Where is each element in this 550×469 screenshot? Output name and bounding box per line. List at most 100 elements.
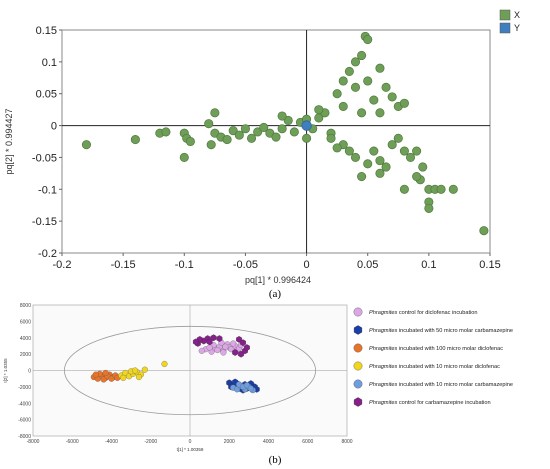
x-tick-label-b: 2000 (224, 439, 235, 445)
legend-label-b: Phragmites incubated with 10 micro molar… (369, 364, 500, 370)
x-tick-label-a: 0.15 (479, 259, 500, 271)
data-point-series-4 (247, 385, 254, 392)
data-point-series-5 (232, 349, 239, 356)
data-point-x (222, 135, 232, 145)
legend-label-rest: incubated with 50 micro molar carbamazep… (397, 328, 513, 334)
data-point-x (369, 95, 379, 105)
data-point-x (81, 140, 92, 150)
data-point-series-5 (192, 338, 199, 346)
data-point-x (418, 162, 428, 172)
x-tick-label-a: -0.1 (175, 259, 194, 271)
x-tick-label-b: -8000 (27, 439, 40, 445)
legend-marker-b (353, 307, 363, 317)
data-point-x (204, 119, 214, 129)
x-tick-label-a: 0 (304, 259, 310, 271)
data-point-x (350, 82, 361, 92)
data-point-series-3 (141, 366, 148, 373)
data-point-x (240, 124, 250, 134)
legend-label-italic: Phragmites (369, 400, 397, 406)
legend-label-italic: Phragmites (369, 346, 397, 352)
y-tick-label-a: 0 (51, 121, 57, 133)
y-tick-label-b: 4000 (20, 336, 31, 342)
legend-label-italic: Phragmites (369, 382, 397, 388)
data-point-x (179, 152, 189, 162)
data-point-x (350, 57, 361, 67)
y-axis-label-b: t[2] * 1.0355 (3, 358, 8, 383)
panel-a-scatter-plot: -0.2 -0.15 -0.1 -0.05 0 0.05 0.1 0.15 0.15 0.1 0.0… (4, 9, 520, 300)
data-point-x (399, 146, 409, 156)
data-point-x (228, 126, 238, 136)
data-point-x (332, 143, 342, 153)
y-tick-label-a: -0.2 (38, 248, 57, 260)
legend-label-rest: control for carbamazepine incubation (397, 400, 490, 406)
data-point-series-5 (210, 334, 217, 342)
y-tick-label-a: -0.1 (38, 184, 57, 196)
x-tick-label-a: 0.1 (421, 259, 436, 271)
data-point-x (436, 184, 446, 194)
legend-marker-b (353, 325, 363, 335)
data-point-series-0 (206, 344, 213, 351)
y-tick-label-b: -2000 (18, 385, 31, 391)
legend-marker-b (353, 343, 363, 353)
data-point-series-2 (92, 371, 99, 378)
y-tick-label-b: -8000 (18, 434, 31, 440)
data-point-x (363, 35, 373, 45)
data-point-x (357, 171, 367, 182)
data-point-x (357, 50, 367, 61)
panel-b-score-plot: -8000 -6000 -4000 -2000 0 2000 4000 6000 8000 800… (3, 303, 513, 466)
confidence-ellipse (64, 325, 316, 416)
data-point-x (375, 168, 385, 178)
x-tick-label-a: 0.05 (357, 259, 378, 271)
data-point-series-0 (198, 347, 205, 354)
legend-label-rest: incubated with 10 micro molar carbamazep… (397, 382, 513, 388)
legend-label-b: Phragmites incubated with 50 micro molar… (369, 328, 513, 334)
data-point-x (393, 133, 403, 143)
data-point-x (357, 108, 367, 118)
data-point-x (271, 132, 281, 142)
legend-label-italic: Phragmites (369, 310, 397, 316)
data-point-x (381, 82, 391, 92)
x-tick-label-a: -0.15 (111, 259, 136, 271)
data-point-series-3 (135, 373, 143, 381)
data-point-x (381, 162, 391, 172)
data-point-x (246, 133, 257, 143)
y-tick-label-b: 2000 (20, 352, 31, 358)
data-point-x (289, 127, 299, 137)
legend-label-italic: Phragmites (369, 328, 397, 334)
data-point-x (277, 111, 287, 121)
panel-label-b: (b) (269, 454, 282, 466)
data-point-series-2 (102, 369, 109, 377)
legend-label-b: Phragmites control for carbamazepine inc… (369, 400, 491, 406)
data-point-x (424, 203, 434, 213)
y-tick-label-b: -6000 (18, 418, 31, 424)
data-point-series-0 (230, 340, 237, 347)
y-tick-label-b: 6000 (20, 319, 31, 325)
data-point-x (369, 146, 379, 156)
data-point-x (375, 108, 385, 118)
data-point-x (234, 130, 244, 140)
x-tick-label-b: 8000 (341, 439, 352, 445)
legend-marker-b (353, 379, 363, 389)
data-point-x (387, 92, 397, 102)
legend-label-b: Phragmites incubated with 100 micro mola… (369, 346, 503, 352)
y-tick-label-b: -4000 (18, 401, 31, 407)
y-tick-label-b: 0 (28, 369, 31, 375)
x-tick-label-b: 4000 (263, 439, 274, 445)
data-point-series-4 (243, 382, 250, 389)
legend-label-b: Phragmites incubated with 10 micro molar… (369, 382, 513, 388)
y-tick-label-a: -0.05 (32, 152, 57, 164)
data-point-x (399, 98, 409, 108)
data-point-series-0 (220, 349, 227, 356)
legend-label-italic: Phragmites (369, 364, 397, 370)
legend-label-rest: control for diclofenac incubation (397, 310, 477, 316)
data-point-x (412, 171, 422, 182)
data-point-x (302, 133, 312, 143)
x-axis-label-b: t[1] * 1.00359 (177, 447, 204, 452)
data-point-x (387, 140, 397, 150)
data-point-x (350, 152, 361, 162)
data-point-x (344, 146, 354, 156)
data-point-x (206, 140, 216, 150)
panel-label-a: (a) (269, 288, 282, 300)
legend-label-rest: incubated with 100 micro molar diclofena… (397, 346, 503, 352)
y-tick-label-a: 0.05 (36, 89, 57, 101)
